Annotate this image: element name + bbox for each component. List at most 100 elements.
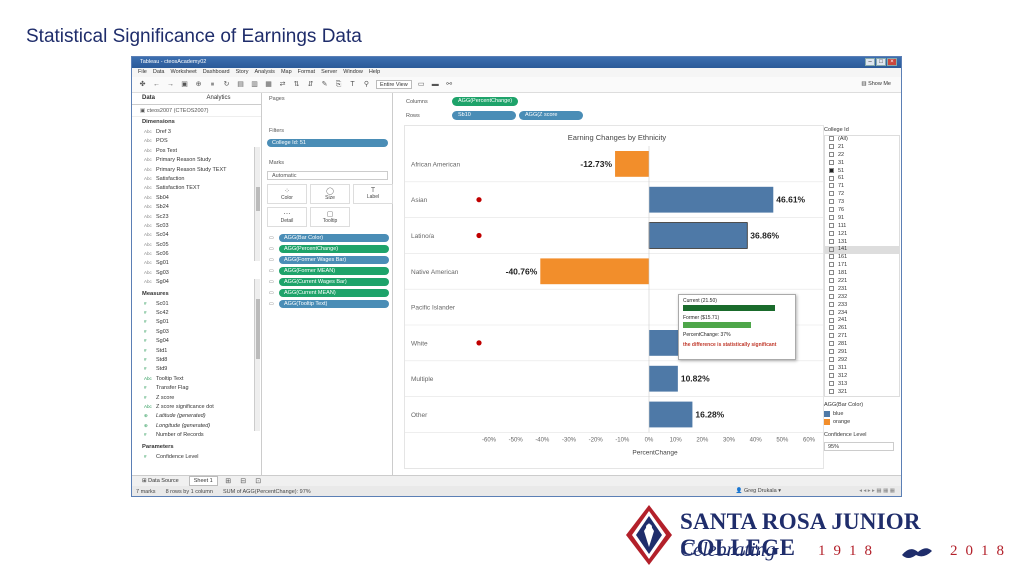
new-worksheet-icon[interactable]: ▤ — [237, 81, 244, 88]
college-filter-item[interactable]: 76 — [825, 207, 899, 215]
college-filter-item[interactable]: 181 — [825, 270, 899, 278]
menu-file[interactable]: File — [138, 69, 147, 75]
college-filter-item[interactable]: 31 — [825, 160, 899, 168]
checkbox-icon[interactable] — [829, 325, 834, 331]
data-source-tab[interactable]: ⊞ Data Source — [142, 478, 179, 484]
rows-pill-2[interactable]: AGG(Z score significa... — [519, 111, 583, 127]
field-item[interactable]: Abc Dref 3 — [144, 127, 261, 136]
college-filter-item[interactable]: 233 — [825, 302, 899, 310]
field-item[interactable]: Abc Sg01 — [144, 258, 261, 267]
field-item[interactable]: Abc Sc05 — [144, 240, 261, 249]
checkbox-icon[interactable] — [829, 159, 834, 165]
new-story-icon[interactable]: ⊡ — [255, 477, 262, 485]
field-item[interactable]: Abc Z score significance dot — [144, 402, 261, 411]
field-item[interactable]: Abc Primary Reason Study TEXT — [144, 165, 261, 174]
checkbox-icon[interactable] — [829, 309, 834, 315]
marks-pill[interactable]: AGG(PercentChange) — [279, 244, 389, 253]
field-item[interactable]: # Sg01 — [144, 317, 261, 326]
college-filter-item[interactable]: 232 — [825, 294, 899, 302]
highlight-icon[interactable]: ✎ — [321, 81, 328, 88]
pages-card[interactable]: Pages — [269, 96, 285, 102]
field-item[interactable]: Abc Sc23 — [144, 212, 261, 221]
college-filter-item[interactable]: 321 — [825, 389, 899, 397]
checkbox-icon[interactable] — [829, 143, 834, 149]
close-button[interactable]: × — [887, 58, 897, 66]
clear-icon[interactable]: ▦ — [265, 81, 272, 88]
field-item[interactable]: Abc Sg04 — [144, 277, 261, 286]
checkbox-icon[interactable] — [829, 364, 834, 370]
field-item[interactable]: # Confidence Level — [144, 452, 261, 461]
college-filter-item[interactable]: 313 — [825, 381, 899, 389]
college-filter-item[interactable]: 241 — [825, 317, 899, 325]
checkbox-icon[interactable] — [829, 199, 834, 205]
checkbox-icon[interactable] — [829, 183, 834, 189]
marks-color-button[interactable]: ⁘ Color — [267, 184, 307, 204]
college-filter-item[interactable]: 292 — [825, 357, 899, 365]
presentation-icon[interactable]: ▬ — [431, 81, 439, 88]
sort-asc-icon[interactable]: ⇅ — [293, 81, 300, 88]
checkbox-icon[interactable] — [829, 270, 834, 276]
tab-data[interactable]: Data — [142, 95, 156, 101]
field-item[interactable]: Abc Sc06 — [144, 249, 261, 258]
field-item[interactable]: Abc Satisfaction — [144, 174, 261, 183]
college-filter-item[interactable]: 271 — [825, 333, 899, 341]
new-dashboard-icon[interactable]: ⊟ — [240, 477, 247, 485]
checkbox-icon[interactable] — [829, 136, 834, 142]
college-filter-item[interactable]: (All) — [825, 136, 899, 144]
marks-size-button[interactable]: ◯ Size — [310, 184, 350, 204]
college-filter-item[interactable]: 291 — [825, 349, 899, 357]
columns-shelf[interactable]: Columns AGG(PercentChange) — [394, 95, 824, 108]
field-item[interactable]: # Transfer Flag — [144, 383, 261, 392]
sort-desc-icon[interactable]: ⇵ — [307, 81, 314, 88]
marks-pill[interactable]: AGG(Bar Color) — [279, 233, 389, 242]
checkbox-icon[interactable] — [829, 262, 834, 268]
college-filter-item[interactable]: 221 — [825, 278, 899, 286]
minimize-button[interactable]: – — [865, 58, 875, 66]
back-icon[interactable]: ← — [153, 81, 160, 88]
checkbox-icon[interactable] — [829, 246, 834, 252]
college-filter-item[interactable]: 71 — [825, 183, 899, 191]
menu-story[interactable]: Story — [235, 69, 249, 75]
checkbox-icon[interactable] — [829, 167, 834, 173]
sheet-tab[interactable]: Sheet 1 — [188, 476, 218, 486]
field-item[interactable]: # Z score — [144, 393, 261, 402]
datasource-item[interactable]: ▣ cteos2007 (CTEOS2007) — [132, 105, 261, 117]
share-icon[interactable]: ⚯ — [446, 81, 453, 88]
refresh-icon[interactable]: ↻ — [223, 81, 230, 88]
field-item[interactable]: Abc Sb24 — [144, 202, 261, 211]
rows-shelf[interactable]: Rows Sb10 AGG(Z score significa... — [394, 109, 824, 127]
save-icon[interactable]: ▣ — [181, 81, 188, 88]
checkbox-icon[interactable] — [829, 356, 834, 362]
show-me-button[interactable]: ▥ Show Me — [861, 81, 891, 87]
field-item[interactable]: # Std8 — [144, 355, 261, 364]
sheet-navigation[interactable]: ◂ ◂ ▸ ▸ ▦ ▦ ▦ — [859, 488, 895, 494]
college-filter-item[interactable]: 311 — [825, 365, 899, 373]
field-item[interactable]: # Sc42 — [144, 308, 261, 317]
bar-chart[interactable]: Earning Changes by Ethnicity African Amer… — [405, 126, 825, 470]
cards-icon[interactable]: ▭ — [417, 81, 425, 88]
checkbox-icon[interactable] — [829, 293, 834, 299]
swap-icon[interactable]: ⇄ — [279, 81, 286, 88]
field-item[interactable]: Abc Pos Text — [144, 146, 261, 155]
checkbox-icon[interactable] — [829, 214, 834, 220]
checkbox-icon[interactable] — [829, 341, 834, 347]
college-filter-item[interactable]: 312 — [825, 373, 899, 381]
group-icon[interactable]: ⎘ — [335, 81, 342, 88]
field-item[interactable]: Abc Sc03 — [144, 221, 261, 230]
menu-window[interactable]: Window — [343, 69, 363, 75]
checkbox-icon[interactable] — [829, 254, 834, 260]
college-filter-item[interactable]: 281 — [825, 341, 899, 349]
college-filter-item[interactable]: 61 — [825, 175, 899, 183]
marks-pill[interactable]: AGG(Current MEAN) — [279, 288, 389, 297]
field-item[interactable]: Abc Sb04 — [144, 193, 261, 202]
checkbox-icon[interactable] — [829, 285, 834, 291]
checkbox-icon[interactable] — [829, 230, 834, 236]
tab-analytics[interactable]: Analytics — [206, 95, 231, 101]
field-item[interactable]: Abc Sg03 — [144, 268, 261, 277]
checkbox-icon[interactable] — [829, 301, 834, 307]
dimensions-scrollbar[interactable] — [254, 147, 260, 261]
tableau-logo-icon[interactable]: ✤ — [139, 81, 146, 88]
measures-scrollbar[interactable] — [254, 279, 260, 431]
confidence-select[interactable]: 95% — [824, 442, 894, 451]
checkbox-icon[interactable] — [829, 372, 834, 378]
